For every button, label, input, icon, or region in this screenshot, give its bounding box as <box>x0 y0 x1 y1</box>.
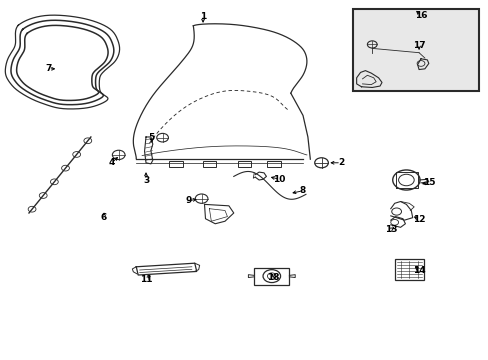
Text: 8: 8 <box>299 186 305 195</box>
Bar <box>237 161 251 167</box>
Text: 1: 1 <box>200 12 206 21</box>
Text: 6: 6 <box>101 213 107 222</box>
Text: 10: 10 <box>273 175 285 184</box>
Bar <box>202 161 216 167</box>
Text: 16: 16 <box>414 11 427 20</box>
Text: 5: 5 <box>148 133 155 142</box>
Text: 2: 2 <box>337 158 344 167</box>
Text: 15: 15 <box>422 178 434 187</box>
Text: 12: 12 <box>412 215 425 224</box>
Bar <box>266 161 280 167</box>
Bar <box>352 9 478 91</box>
Text: 17: 17 <box>412 41 425 50</box>
Bar <box>394 259 423 280</box>
Text: 9: 9 <box>185 196 191 205</box>
Bar <box>254 267 289 285</box>
Text: 3: 3 <box>142 176 149 185</box>
Text: 13: 13 <box>384 225 396 234</box>
Text: 4: 4 <box>108 158 115 167</box>
Bar <box>352 9 478 91</box>
Text: 7: 7 <box>45 64 52 73</box>
Text: 18: 18 <box>266 273 279 282</box>
Text: 14: 14 <box>412 266 425 275</box>
Bar <box>169 161 183 167</box>
Text: 11: 11 <box>140 275 152 284</box>
